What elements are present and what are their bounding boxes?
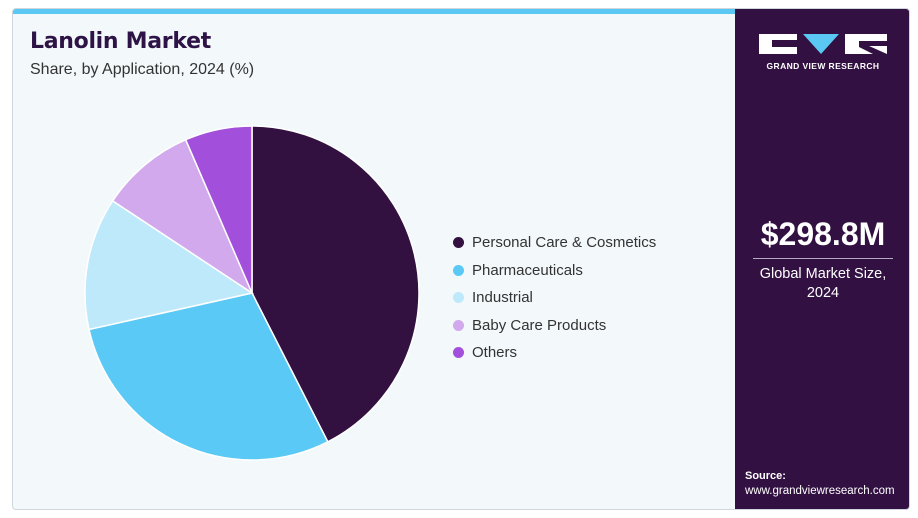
info-panel: GRAND VIEW RESEARCH $298.8M Global Marke… <box>735 9 909 509</box>
market-size-value: $298.8M <box>760 216 886 252</box>
pie-slice-industrial <box>84 199 254 331</box>
market-size-label: Global Market Size, 2024 <box>759 266 887 301</box>
grand-view-research-logo <box>759 34 887 54</box>
legend-item: Personal Care & Cosmetics <box>453 229 656 257</box>
pie-slice-personal-care-cosmetics <box>251 125 420 443</box>
source-label: Source: <box>745 470 786 482</box>
pie-slice-pharmaceuticals <box>88 292 329 461</box>
brand-name: GRAND VIEW RESEARCH <box>766 61 880 71</box>
legend-label: Baby Care Products <box>472 316 607 334</box>
legend-swatch <box>453 347 464 359</box>
chart-subtitle: Share, by Application, 2024 (%) <box>30 61 255 78</box>
pie-slice-others <box>184 125 253 294</box>
legend-item: Industrial <box>453 284 656 312</box>
legend-item: Pharmaceuticals <box>453 257 656 285</box>
legend-item: Others <box>453 339 656 367</box>
legend-item: Baby Care Products <box>453 312 656 340</box>
legend-label: Industrial <box>472 289 533 307</box>
divider <box>753 258 893 259</box>
pie-slice-baby-care-products <box>111 138 254 296</box>
legend-swatch <box>453 292 464 304</box>
pie-chart <box>84 125 420 461</box>
legend-swatch <box>453 264 464 276</box>
chart-card: Lanolin Market Share, by Application, 20… <box>12 8 910 510</box>
accent-bar <box>13 9 735 14</box>
legend-swatch <box>453 319 464 331</box>
chart-title: Lanolin Market <box>30 29 211 54</box>
legend-label: Pharmaceuticals <box>472 261 583 279</box>
source-url: www.grandviewresearch.com <box>745 485 895 497</box>
legend-label: Others <box>472 344 518 362</box>
chart-legend: Personal Care & Cosmetics Pharmaceuticals… <box>453 229 656 367</box>
legend-swatch <box>453 237 464 249</box>
legend-label: Personal Care & Cosmetics <box>472 234 657 252</box>
